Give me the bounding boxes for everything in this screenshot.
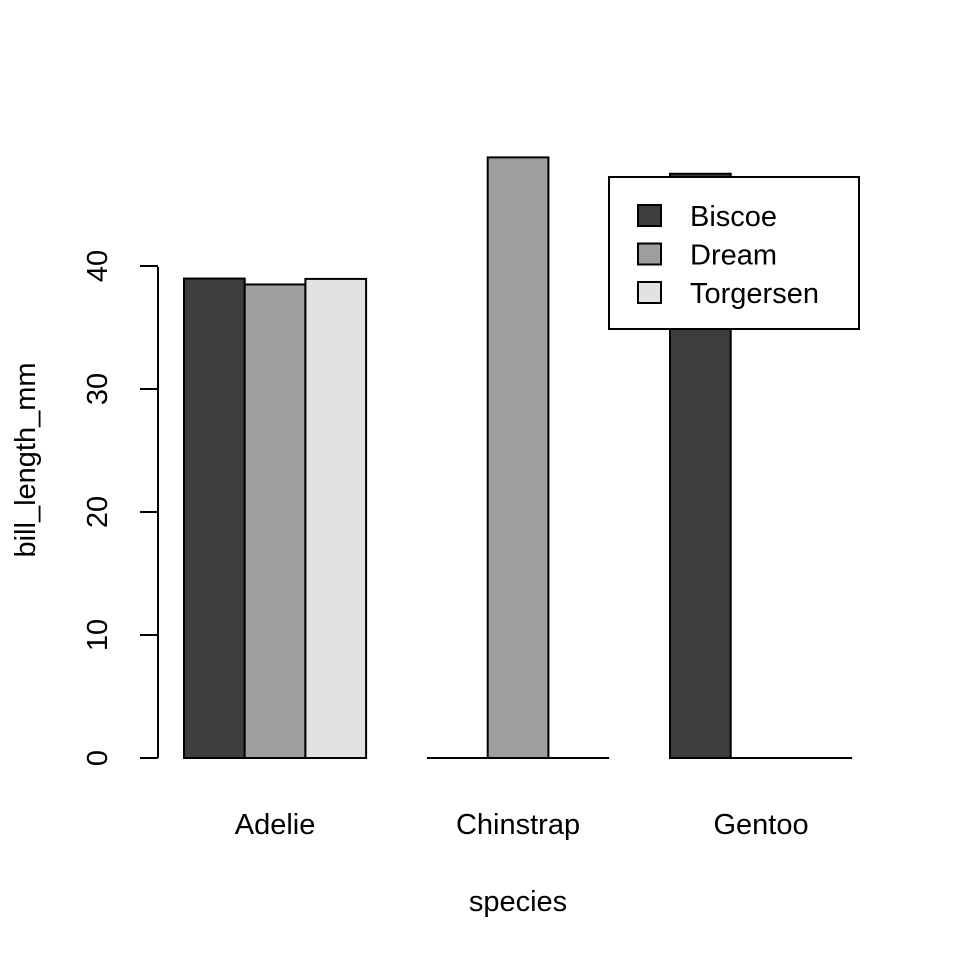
y-tick-label: 40 (82, 250, 114, 282)
legend-label-dream: Dream (690, 240, 777, 272)
y-tick-label: 30 (82, 373, 114, 405)
y-tick-label: 10 (82, 619, 114, 651)
legend-label-torgersen: Torgersen (690, 278, 819, 310)
bar-adelie-torgersen (304, 277, 368, 759)
legend-label-biscoe: Biscoe (690, 201, 777, 233)
bars-layer (183, 156, 853, 760)
y-tick-label: 20 (82, 496, 114, 528)
legend-swatch-biscoe (637, 204, 662, 227)
legend-swatch-torgersen (637, 281, 662, 304)
legend-entries: Biscoe Dream Torgersen (637, 201, 819, 310)
y-axis-title: bill_length_mm (10, 362, 42, 557)
bar-adelie-dream (243, 283, 307, 759)
x-tick-label: Chinstrap (456, 809, 580, 841)
y-tick-label: 0 (82, 750, 114, 766)
legend-swatch-dream (637, 242, 662, 266)
x-tick-label: Gentoo (713, 809, 808, 841)
x-axis-title: species (469, 886, 567, 918)
y-ticks: 0 10 20 30 40 (82, 250, 158, 766)
bar-adelie-biscoe (183, 277, 246, 759)
y-axis: 0 10 20 30 40 (82, 250, 159, 766)
x-tick-label: Adelie (235, 809, 316, 841)
bar-chinstrap-dream (486, 156, 550, 760)
legend: Biscoe Dream Torgersen (608, 176, 860, 330)
x-axis-labels: Adelie Chinstrap Gentoo (235, 809, 809, 841)
